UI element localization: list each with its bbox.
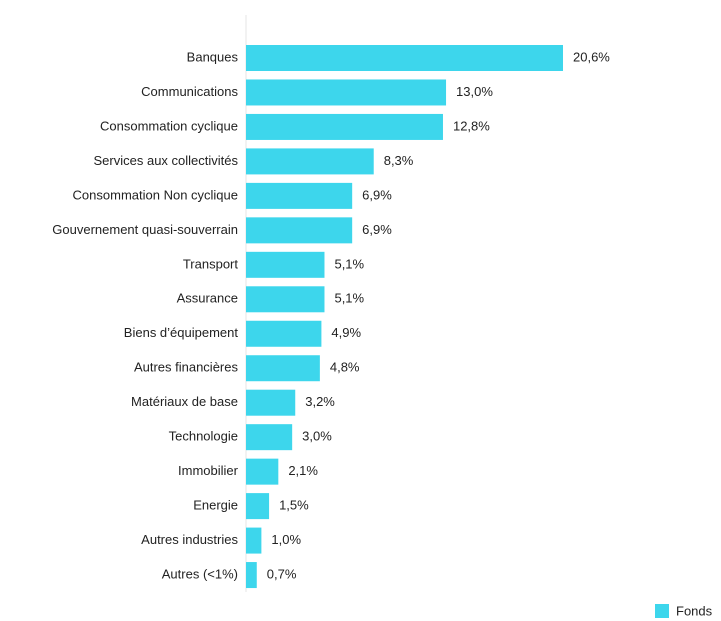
category-label: Technologie <box>169 429 238 444</box>
bar <box>246 217 353 244</box>
value-label: 12,8% <box>453 118 490 133</box>
value-label: 5,1% <box>334 256 364 271</box>
value-label: 3,0% <box>302 429 332 444</box>
bar <box>246 251 325 278</box>
bar <box>246 458 279 485</box>
category-label: Biens d’équipement <box>124 325 239 340</box>
value-label: 4,8% <box>330 360 360 375</box>
value-label: 6,9% <box>362 222 392 237</box>
value-label: 1,5% <box>279 498 309 513</box>
category-label: Assurance <box>177 291 238 306</box>
value-label: 1,0% <box>271 532 301 547</box>
category-label: Consommation Non cyclique <box>73 187 238 202</box>
bar <box>246 320 322 347</box>
bar <box>246 389 296 416</box>
category-label: Gouvernement quasi-souverrain <box>52 222 238 237</box>
value-label: 8,3% <box>384 153 414 168</box>
legend-label: Fonds <box>676 603 713 618</box>
category-label: Autres industries <box>141 532 238 547</box>
category-label: Matériaux de base <box>131 394 238 409</box>
value-label: 3,2% <box>305 394 335 409</box>
value-label: 4,9% <box>331 325 361 340</box>
category-label: Autres (<1%) <box>162 566 238 581</box>
category-label: Banques <box>187 49 239 64</box>
value-label: 2,1% <box>288 463 318 478</box>
value-label: 20,6% <box>573 49 610 64</box>
category-label: Consommation cyclique <box>100 118 238 133</box>
bar <box>246 79 447 106</box>
bar <box>246 182 353 209</box>
bar <box>246 562 257 589</box>
category-label: Immobilier <box>178 463 239 478</box>
category-label: Autres financières <box>134 360 239 375</box>
legend-swatch <box>655 604 669 618</box>
bar <box>246 493 270 520</box>
value-label: 5,1% <box>334 291 364 306</box>
bar <box>246 148 374 175</box>
bar <box>246 424 293 451</box>
value-label: 6,9% <box>362 187 392 202</box>
category-label: Services aux collectivités <box>94 153 239 168</box>
bar <box>246 45 563 71</box>
bar <box>246 527 262 554</box>
value-label: 0,7% <box>267 566 297 581</box>
bar <box>246 286 325 313</box>
category-label: Communications <box>141 84 238 99</box>
bar <box>246 113 443 140</box>
bar <box>246 355 320 382</box>
value-label: 13,0% <box>456 84 493 99</box>
category-label: Energie <box>193 498 238 513</box>
category-label: Transport <box>183 256 239 271</box>
